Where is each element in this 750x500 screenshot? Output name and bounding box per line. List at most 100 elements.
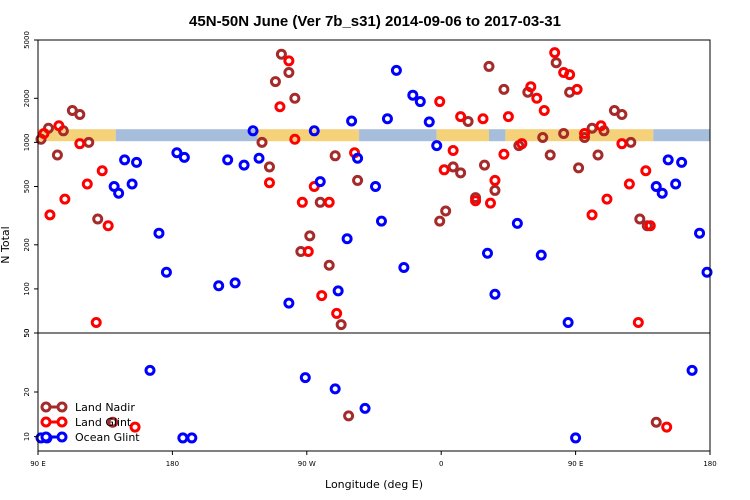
- land-glint-point: [470, 195, 482, 207]
- land-nadir-point: [462, 115, 474, 127]
- land-glint-point: [283, 55, 295, 67]
- land-glint-point: [455, 111, 467, 123]
- land-nadir-point: [489, 184, 501, 196]
- ocean-glint-point: [299, 372, 311, 384]
- land-nadir-point: [634, 213, 646, 225]
- ocean-glint-point: [381, 113, 393, 125]
- y-tick-label: 5000: [23, 31, 31, 49]
- ocean-glint-point: [229, 277, 241, 289]
- ocean-glint-point: [650, 181, 662, 192]
- y-tick-label: 1000: [23, 133, 31, 151]
- ocean-glint-point: [511, 217, 523, 229]
- x-tick-label: 90 W: [298, 460, 316, 468]
- land-glint-point: [531, 92, 543, 104]
- land-glint-point: [489, 174, 501, 186]
- x-axis: 90 E 180 90 W 0 90 E 180: [30, 451, 717, 468]
- ocean-glint-point: [160, 266, 172, 278]
- land-glint-point: [74, 138, 86, 150]
- y-tick-label: 500: [23, 180, 31, 193]
- land-nadir-point: [592, 149, 604, 161]
- land-glint-point: [640, 165, 652, 177]
- ocean-glint-point: [390, 64, 402, 76]
- ocean-glint-point: [247, 125, 259, 137]
- land-glint-point: [323, 196, 335, 208]
- land-nadir-point: [479, 159, 491, 171]
- land-glint-point: [296, 196, 308, 208]
- x-tick-label: 90 E: [568, 460, 584, 468]
- land-glint-point: [579, 128, 591, 140]
- ocean-glint-point: [369, 181, 381, 192]
- land-nadir-point: [323, 259, 335, 271]
- land-glint-point: [498, 148, 510, 160]
- ocean-glint-point: [253, 152, 265, 164]
- land-nadir-point: [51, 149, 63, 161]
- land-nadir-point: [455, 167, 467, 179]
- y-axis-title: N Total: [0, 226, 12, 263]
- ocean-glint-point: [113, 187, 125, 199]
- ocean-glint-point: [126, 178, 138, 190]
- ocean-glint-point: [144, 364, 156, 376]
- legend: Land Nadir Land Glint Ocean Glint: [40, 401, 140, 444]
- ocean-glint-point: [423, 116, 435, 128]
- ocean-glint-point: [153, 227, 165, 239]
- land-glint-point: [90, 316, 102, 328]
- ocean-glint-point: [694, 227, 706, 239]
- land-glint-point: [616, 138, 628, 150]
- land-nadir-point: [269, 76, 281, 88]
- land-glint-point: [129, 421, 141, 433]
- land-glint-point: [434, 96, 446, 108]
- ocean-glint-point: [352, 152, 364, 164]
- ocean-glint-point: [407, 89, 419, 101]
- land-glint-point: [525, 81, 537, 93]
- land-nadir-point: [579, 132, 591, 144]
- ocean-glint-point: [308, 125, 320, 137]
- ocean-glint-point: [359, 402, 371, 414]
- land-glint-point: [331, 307, 343, 319]
- y-tick-label: 50: [23, 329, 31, 338]
- map-strip-land-segment: [436, 129, 489, 142]
- map-strip-ocean-segment: [115, 129, 258, 142]
- x-tick-label: 0: [439, 460, 443, 468]
- land-nadir-point: [335, 319, 347, 331]
- land-glint-point: [477, 113, 489, 125]
- legend-marker-ocean-glint: [56, 431, 68, 443]
- legend-marker-land-glint: [40, 416, 52, 428]
- land-glint-point: [81, 178, 93, 190]
- x-tick-label: 90 E: [30, 460, 46, 468]
- land-nadir-point: [263, 161, 275, 173]
- land-glint-point: [96, 165, 108, 177]
- land-glint-point: [632, 316, 644, 328]
- ocean-glint-point: [398, 261, 410, 273]
- land-nadir-point: [483, 60, 495, 72]
- land-glint-point: [302, 246, 314, 258]
- land-nadir-point: [537, 132, 549, 144]
- legend-marker-land-nadir: [56, 401, 68, 413]
- ocean-glint-point: [238, 159, 250, 171]
- land-glint-point: [289, 133, 301, 145]
- ocean-glint-point: [676, 156, 688, 168]
- land-glint-point: [447, 145, 459, 157]
- land-nadir-point: [550, 57, 562, 69]
- ocean-glint-point: [431, 140, 443, 152]
- ocean-glint-point: [341, 233, 353, 245]
- y-tick-label: 200: [23, 238, 31, 251]
- land-glint-point: [601, 193, 613, 205]
- land-nadir-point: [275, 48, 287, 60]
- land-glint-point: [586, 209, 598, 221]
- land-nadir-point: [289, 92, 301, 104]
- y-tick-label: 20: [23, 388, 31, 397]
- ocean-glint-point: [283, 297, 295, 309]
- ocean-glint-point: [701, 266, 713, 278]
- ocean-glint-point: [329, 383, 341, 395]
- land-glint-point: [549, 47, 561, 59]
- land-glint-point: [53, 120, 65, 132]
- land-nadir-point: [92, 213, 104, 225]
- ocean-glint-point: [481, 247, 493, 259]
- ocean-glint-point: [686, 364, 698, 376]
- ocean-glint-point: [562, 316, 574, 328]
- y-tick-label: 100: [23, 282, 31, 295]
- ocean-glint-point: [213, 280, 225, 292]
- map-strip-ocean-segment: [359, 129, 437, 142]
- ocean-glint-point: [119, 154, 131, 166]
